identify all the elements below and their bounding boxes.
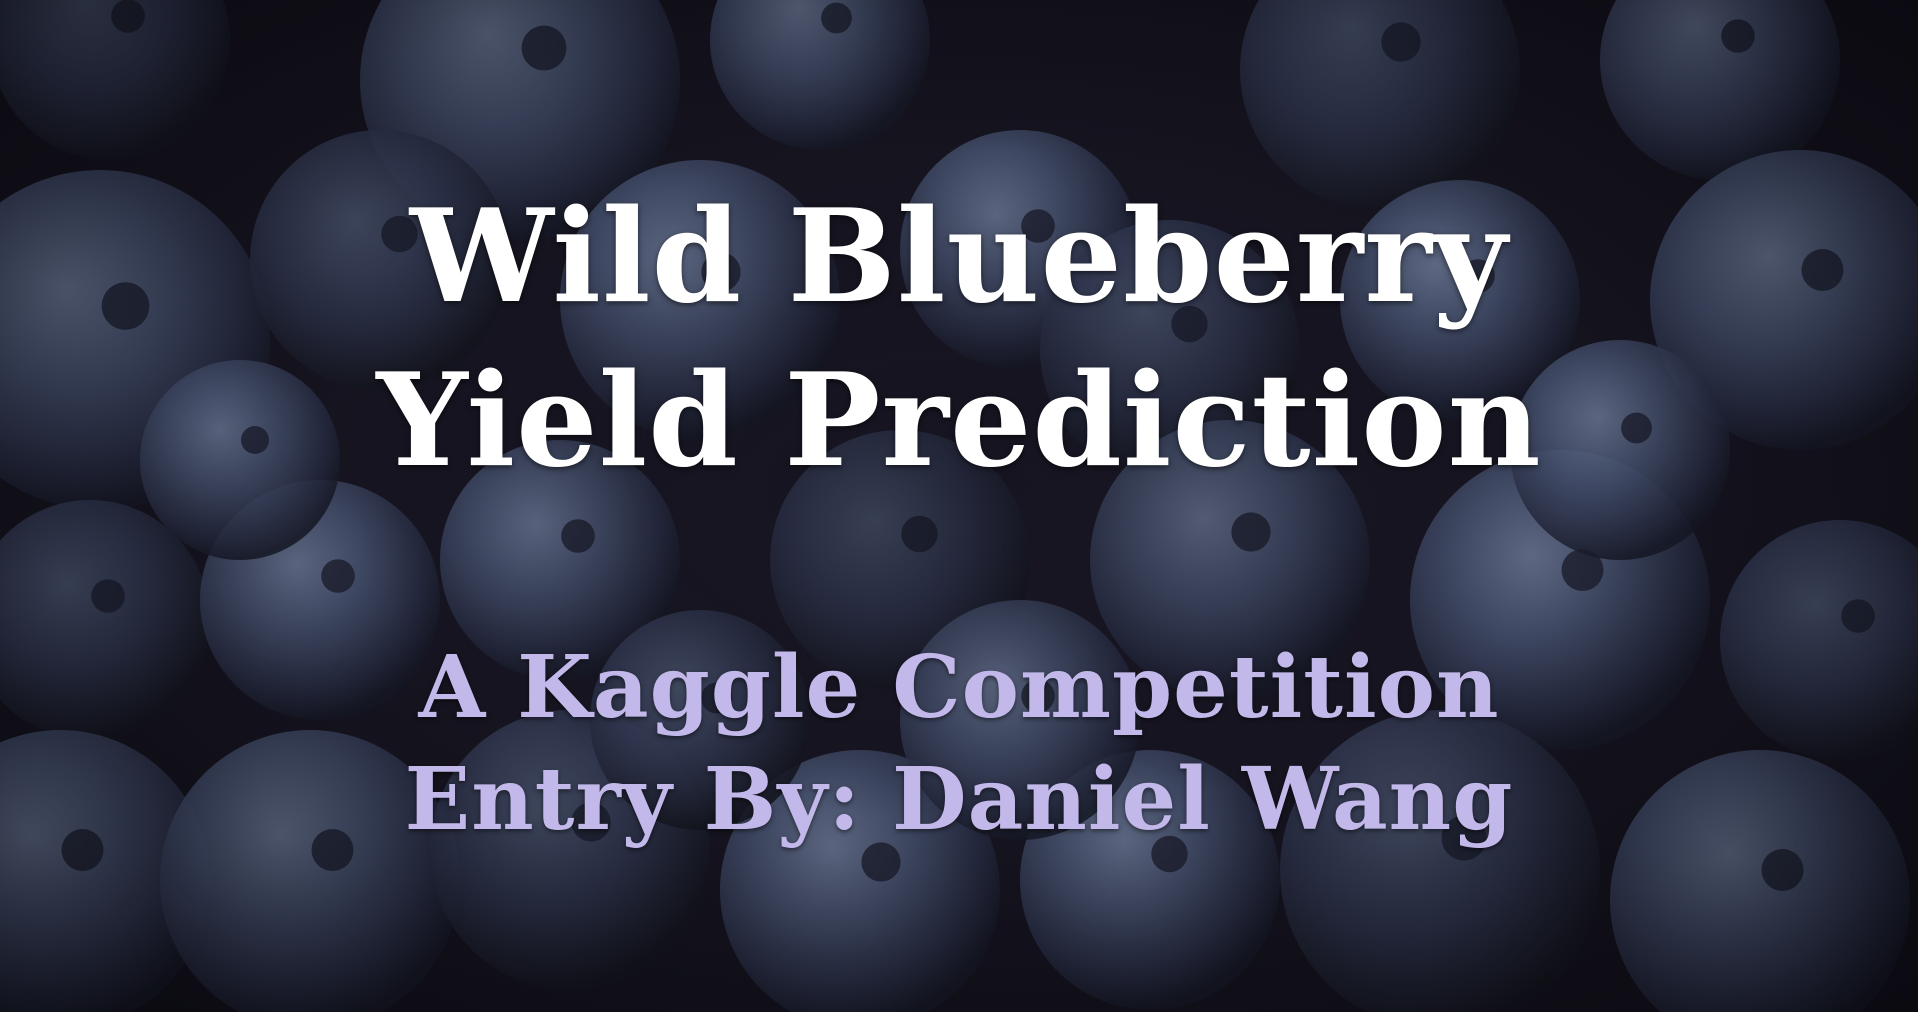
blueberry-crown xyxy=(821,2,852,34)
blueberry-shape xyxy=(710,0,930,150)
blueberry-crown xyxy=(1231,512,1271,552)
blueberry-crown xyxy=(901,515,938,553)
blueberry-crown xyxy=(321,559,355,593)
blueberry-crown xyxy=(1381,22,1421,62)
blueberry-crown xyxy=(1841,599,1875,633)
blueberry-crown xyxy=(91,579,125,613)
subtitle-line-1: A Kaggle Competition xyxy=(418,637,1500,738)
blueberry-crown xyxy=(561,519,595,553)
title: Wild Blueberry Yield Prediction xyxy=(0,175,1918,503)
blueberry-crown xyxy=(1721,19,1755,53)
blueberry-crown xyxy=(111,0,145,33)
title-line-2: Yield Prediction xyxy=(376,346,1542,496)
title-line-1: Wild Blueberry xyxy=(409,182,1509,332)
subtitle: A Kaggle Competition Entry By: Daniel Wa… xyxy=(0,632,1918,856)
blueberry-crown xyxy=(521,25,567,71)
subtitle-line-2: Entry By: Daniel Wang xyxy=(404,749,1514,850)
